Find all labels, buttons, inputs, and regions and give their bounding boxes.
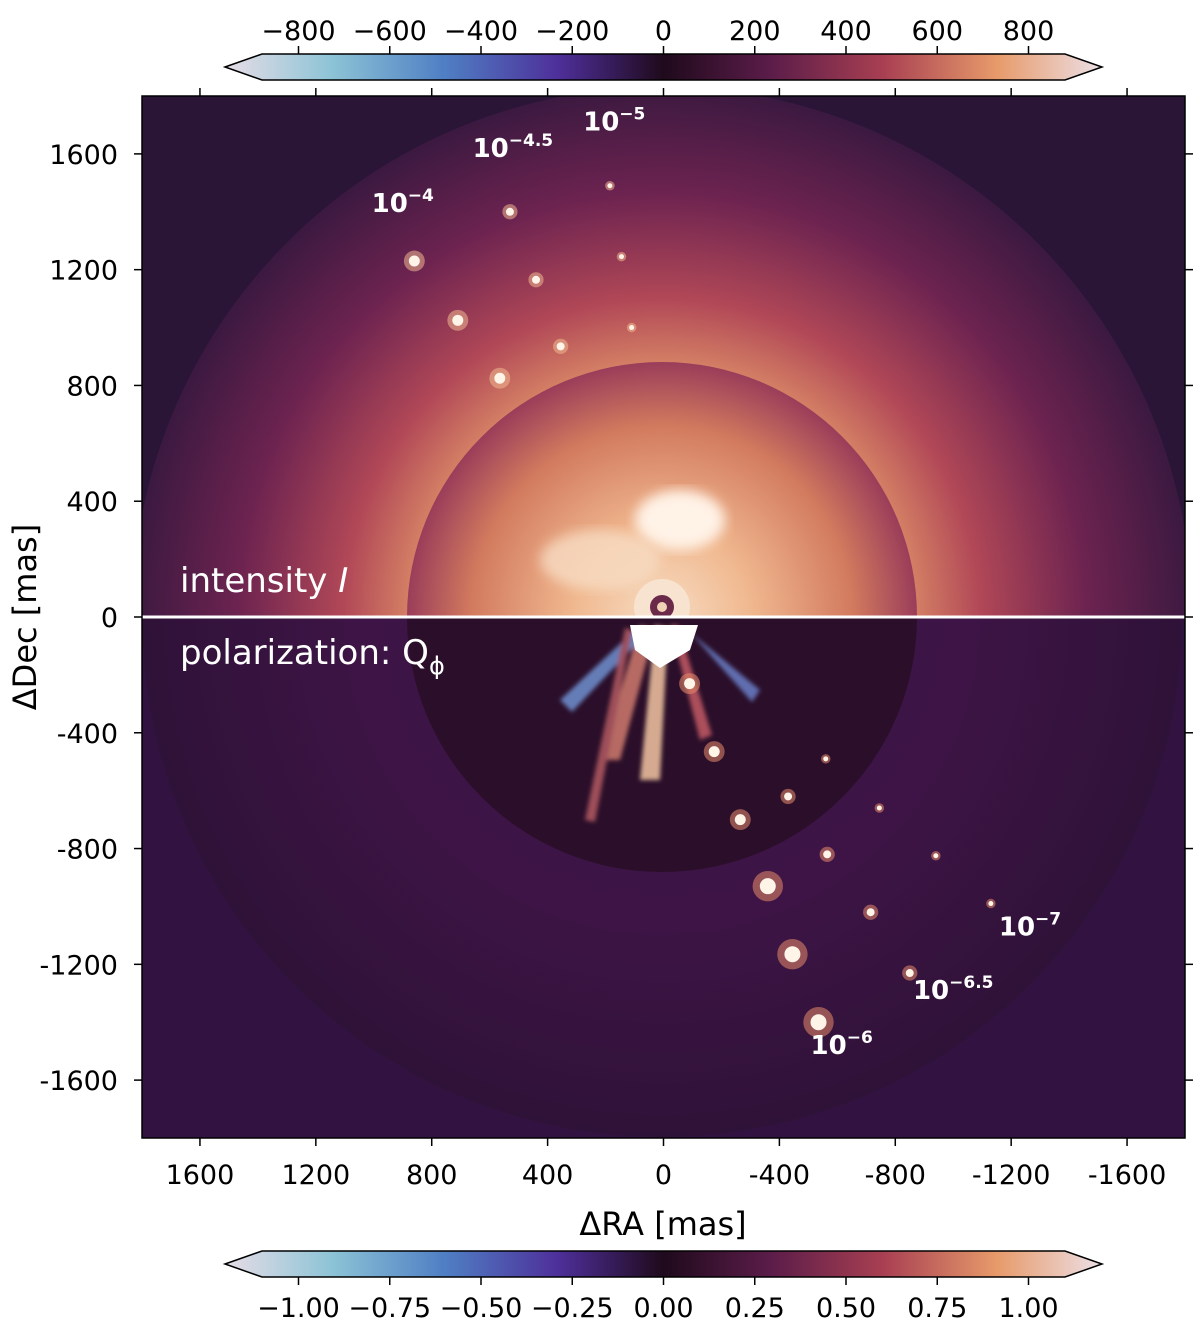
injected-source [988,901,994,907]
x-tick-label: 1600 [166,1160,235,1191]
image-panel: 10−4 10−4.5 10−5 10−6 10−6.510−7 intensity I… [40,88,1193,1191]
injected-source [734,814,746,826]
colorbar-tick-label: −1.00 [257,1293,340,1324]
injected-source [684,678,696,690]
injected-source [607,183,613,189]
y-tick-label: 400 [66,487,118,518]
colorbar-top-bar [222,53,1105,81]
injected-source [933,853,939,859]
injected-source [784,946,801,963]
injected-source [759,878,776,895]
injected-source [629,325,635,331]
colorbar-bottom: −1.00 −0.75 −0.50 −0.25 0.00 0.25 0.50 0.75 1.00 [222,1250,1105,1324]
x-tick-label: -800 [865,1160,926,1191]
colorbar-tick-label: −200 [535,16,609,47]
colorbar-tick-label: 0.00 [633,1293,693,1324]
injected-source [494,372,506,384]
colorbar-tick-label: 600 [911,16,963,47]
colorbar-tick-label: 0.75 [907,1293,967,1324]
injected-source [708,746,720,758]
injected-source [810,1014,827,1031]
polarization-half [142,617,1185,1138]
colorbar-top: −800 −600 −400 −200 0 200 400 600 800 [222,16,1105,81]
colorbar-tick-label: 800 [1003,16,1055,47]
intensity-label: intensity I [180,561,348,601]
colorbar-tick-label: 0.50 [816,1293,876,1324]
injected-source [876,805,882,811]
y-tick-label: 1200 [49,256,118,287]
contrast-label: 10−4 [372,186,434,219]
y-tick-label: 0 [101,603,118,634]
colorbar-tick-label: −400 [444,16,518,47]
y-tick-label: -1600 [40,1066,118,1097]
x-tick-label: 400 [522,1160,574,1191]
injected-source [556,342,565,351]
y-tick-label: -1200 [40,950,118,981]
contrast-label: 10−7 [999,909,1061,942]
contrast-label: 10−4.5 [473,131,554,164]
injected-source [618,254,624,260]
injected-sources [403,180,996,1038]
injected-source [505,207,514,216]
colorbar-tick-label: −600 [353,16,427,47]
colorbar-tick-label: 1.00 [998,1293,1058,1324]
colorbar-bottom-bar [222,1250,1105,1278]
colorbar-tick-label: 0 [655,16,672,47]
colorbar-tick-label: 200 [729,16,781,47]
y-tick-label: -800 [57,835,118,866]
x-tick-label: 0 [655,1160,672,1191]
contrast-labels: 10−4 10−4.5 10−5 10−6 10−6.510−7 [372,105,1062,1061]
colorbar-tick-label: −0.25 [531,1293,614,1324]
colorbar-tick-label: 400 [820,16,872,47]
x-axis-label: ΔRA [mas] [579,1205,746,1243]
y-tick-label: 800 [66,371,118,402]
contrast-label: 10−6.5 [913,973,994,1006]
injected-source [532,275,541,284]
injected-source [784,792,793,801]
injected-source [823,756,829,762]
x-tick-label: 800 [406,1160,458,1191]
x-tick-label: -1200 [972,1160,1050,1191]
injected-source [866,908,875,917]
colorbar-tick-label: −800 [261,16,335,47]
colorbar-tick-label: 0.25 [725,1293,785,1324]
injected-source [408,255,420,267]
injected-source [905,969,914,978]
y-tick-label: -400 [57,719,118,750]
y-tick-label: 1600 [49,140,118,171]
x-tick-label: -400 [749,1160,810,1191]
injected-source [452,314,464,326]
polarization-label: polarization: Qϕ [180,633,445,680]
contrast-label: 10−6 [811,1028,873,1061]
y-axis-label: ΔDec [mas] [6,524,44,710]
injected-source [823,850,832,859]
x-tick-label: -1600 [1088,1160,1166,1191]
intensity-half [142,96,1185,617]
axis-ticks: 1600 1200 800 400 0 -400 -800 -1200 -1600 1600 120… [40,88,1193,1191]
contrast-label: 10−5 [583,105,645,138]
x-tick-label: 1200 [281,1160,350,1191]
colorbar-tick-label: −0.50 [440,1293,523,1324]
colorbar-tick-label: −0.75 [348,1293,431,1324]
